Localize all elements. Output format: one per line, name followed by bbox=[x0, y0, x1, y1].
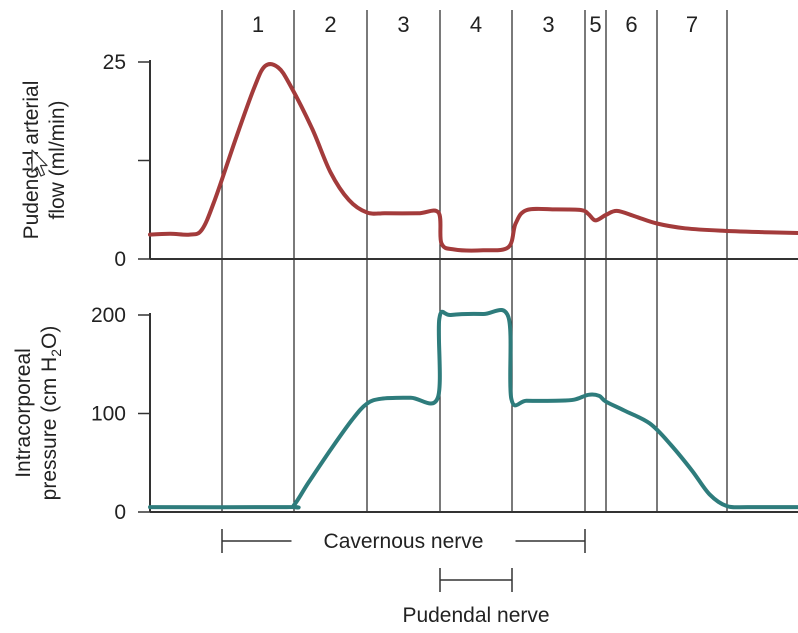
axes: 0 25 0 100 200 bbox=[91, 51, 798, 524]
stimulus-bars: Cavernous nerve Pudendal nerve bbox=[221, 529, 586, 627]
panel1-ytick-label-2: 25 bbox=[103, 51, 126, 74]
phase-boundary-lines bbox=[221, 10, 728, 512]
mouse-cursor-icon bbox=[31, 149, 48, 177]
bottom-ylabel-line2-post: O) bbox=[38, 326, 61, 349]
top-ylabel-line2: flow (ml/min) bbox=[46, 101, 69, 220]
cavernous-nerve-label: Cavernous nerve bbox=[324, 530, 484, 553]
panel2-ytick-label-0: 0 bbox=[114, 501, 126, 524]
phase-label-4: 4 bbox=[470, 12, 482, 37]
phase-label-6: 5 bbox=[589, 12, 601, 37]
series-lines bbox=[148, 62, 798, 510]
panel1-ytick-label-0: 0 bbox=[114, 248, 126, 271]
phase-label-7: 6 bbox=[625, 12, 637, 37]
phase-label-5: 3 bbox=[542, 12, 554, 37]
bottom-ylabel-line2-sub: 2 bbox=[48, 349, 64, 357]
pudendal-nerve-label: Pudendal nerve bbox=[402, 604, 549, 627]
phase-label-8: 7 bbox=[686, 12, 698, 37]
panel2-series-line bbox=[148, 307, 798, 510]
panel2-ytick-label-2: 200 bbox=[91, 304, 126, 327]
bottom-ylabel-line2: pressure (cm H2O) bbox=[38, 326, 64, 501]
phase-label-2: 2 bbox=[324, 12, 336, 37]
panel1-series-line bbox=[148, 62, 798, 253]
panel2-ytick-label-1: 100 bbox=[91, 403, 126, 426]
bottom-ylabel-line2-pre: pressure (cm H bbox=[38, 357, 61, 501]
phase-label-1: 1 bbox=[252, 12, 264, 37]
bottom-ylabel-line1: Intracorporeal bbox=[12, 348, 35, 478]
phase-label-3: 3 bbox=[397, 12, 409, 37]
